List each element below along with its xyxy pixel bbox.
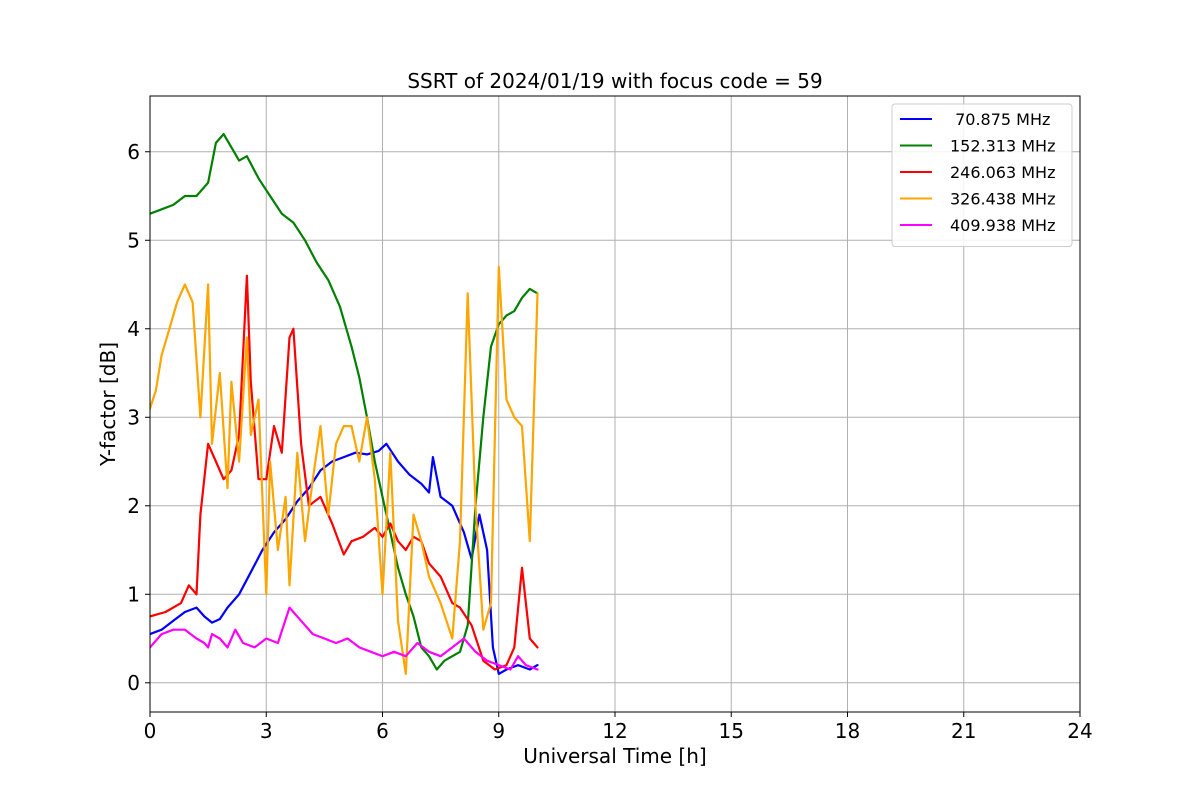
y-tick-label: 1 bbox=[127, 582, 140, 606]
legend-label: 246.063 MHz bbox=[950, 163, 1055, 182]
y-tick-label: 5 bbox=[127, 228, 140, 252]
legend-label: 152.313 MHz bbox=[950, 137, 1055, 156]
y-tick-label: 2 bbox=[127, 494, 140, 518]
series-line-4 bbox=[150, 606, 539, 671]
x-tick-label: 9 bbox=[492, 719, 505, 743]
legend-frame bbox=[891, 103, 1073, 247]
x-tick-label: 15 bbox=[719, 719, 744, 743]
series-layer bbox=[150, 133, 539, 676]
legend: 70.875 MHz 152.313 MHz 246.063 MHz 326.438 … bbox=[891, 103, 1073, 247]
chart-title: SSRT of 2024/01/19 with focus code = 59 bbox=[407, 69, 822, 93]
y-tick-label: 0 bbox=[127, 671, 140, 695]
x-tick-label: 18 bbox=[835, 719, 860, 743]
legend-label: 409.938 MHz bbox=[950, 216, 1055, 235]
x-tick-label: 21 bbox=[951, 719, 976, 743]
legend-label: 326.438 MHz bbox=[950, 190, 1055, 209]
series-line-3 bbox=[150, 265, 539, 676]
x-tick-label: 12 bbox=[602, 719, 627, 743]
x-axis-label: Universal Time [h] bbox=[523, 744, 706, 768]
x-tick-label: 0 bbox=[144, 719, 157, 743]
y-tick-label: 4 bbox=[127, 317, 140, 341]
x-tick-label: 6 bbox=[376, 719, 389, 743]
x-tick-label: 24 bbox=[1067, 719, 1092, 743]
y-tick-label: 3 bbox=[127, 405, 140, 429]
series-line-2 bbox=[150, 274, 539, 671]
y-axis-label: Y-factor [dB] bbox=[96, 342, 120, 467]
x-tick-label: 3 bbox=[260, 719, 273, 743]
y-tick-label: 6 bbox=[127, 140, 140, 164]
series-line-1 bbox=[150, 133, 539, 671]
legend-label: 70.875 MHz bbox=[950, 110, 1050, 129]
